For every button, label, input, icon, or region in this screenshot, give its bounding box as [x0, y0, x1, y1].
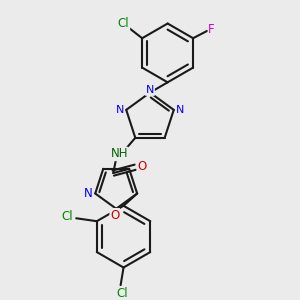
Text: N: N	[146, 85, 154, 95]
Text: N: N	[176, 105, 184, 115]
Text: Cl: Cl	[118, 17, 130, 30]
Text: N: N	[83, 187, 92, 200]
Text: O: O	[137, 160, 146, 173]
Text: F: F	[208, 23, 215, 36]
Text: O: O	[110, 209, 119, 222]
Text: Cl: Cl	[116, 287, 128, 300]
Text: N: N	[116, 105, 124, 115]
Text: NH: NH	[110, 148, 128, 160]
Text: Cl: Cl	[61, 210, 73, 223]
